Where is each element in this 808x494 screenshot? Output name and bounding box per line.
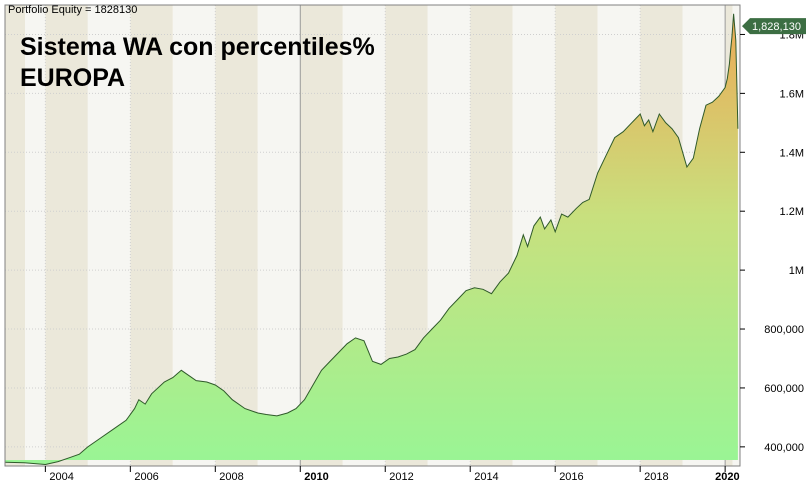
band-dark <box>45 5 88 466</box>
x-tick-label: 2008 <box>219 471 243 483</box>
x-tick-label: 2020 <box>715 471 739 483</box>
equity-line <box>4 13 739 466</box>
y-tick-label: 1.6M <box>780 88 804 100</box>
band-light <box>25 5 46 466</box>
plot-border <box>4 4 741 467</box>
band-light <box>87 5 131 466</box>
legend-label: Portfolio Equity = 1828130 <box>8 4 138 16</box>
y-tick-label: 800,000 <box>764 324 804 336</box>
band-light <box>257 5 301 466</box>
y-tick-label: 600,000 <box>764 383 804 395</box>
y-tick-label: 1M <box>789 265 804 277</box>
y-tick-label: 1.4M <box>780 147 804 159</box>
equity-area-fill <box>5 13 738 465</box>
y-tick-label: 400,000 <box>764 442 804 454</box>
band-dark <box>5 5 26 466</box>
last-value-marker-bg <box>742 18 806 35</box>
x-tick-label: 2006 <box>134 471 158 483</box>
plot-frame <box>4 4 741 467</box>
x-tick-label: 2012 <box>389 471 413 483</box>
last-value-marker: 1,828,130 <box>742 18 806 35</box>
x-axis: 2004 2006 2008 2010 2012 2014 2016 2018 2020 <box>44 466 740 483</box>
x-tick-label: 2004 <box>49 471 73 483</box>
x-tick-label: 2018 <box>644 471 668 483</box>
band-dark <box>215 5 258 466</box>
chart-title-line2: EUROPA <box>20 64 126 92</box>
chart-title-line1: Sistema WA con percentiles% <box>20 33 375 61</box>
equity-area <box>4 13 739 466</box>
x-tick-label: 2010 <box>304 471 328 483</box>
chart-title: Sistema WA con percentiles% EUROPA <box>20 32 375 94</box>
last-value-label: 1,828,130 <box>752 21 801 33</box>
x-tick-label: 2014 <box>474 471 498 483</box>
y-tick-label: 1.2M <box>780 206 804 218</box>
x-tick-label: 2016 <box>559 471 583 483</box>
